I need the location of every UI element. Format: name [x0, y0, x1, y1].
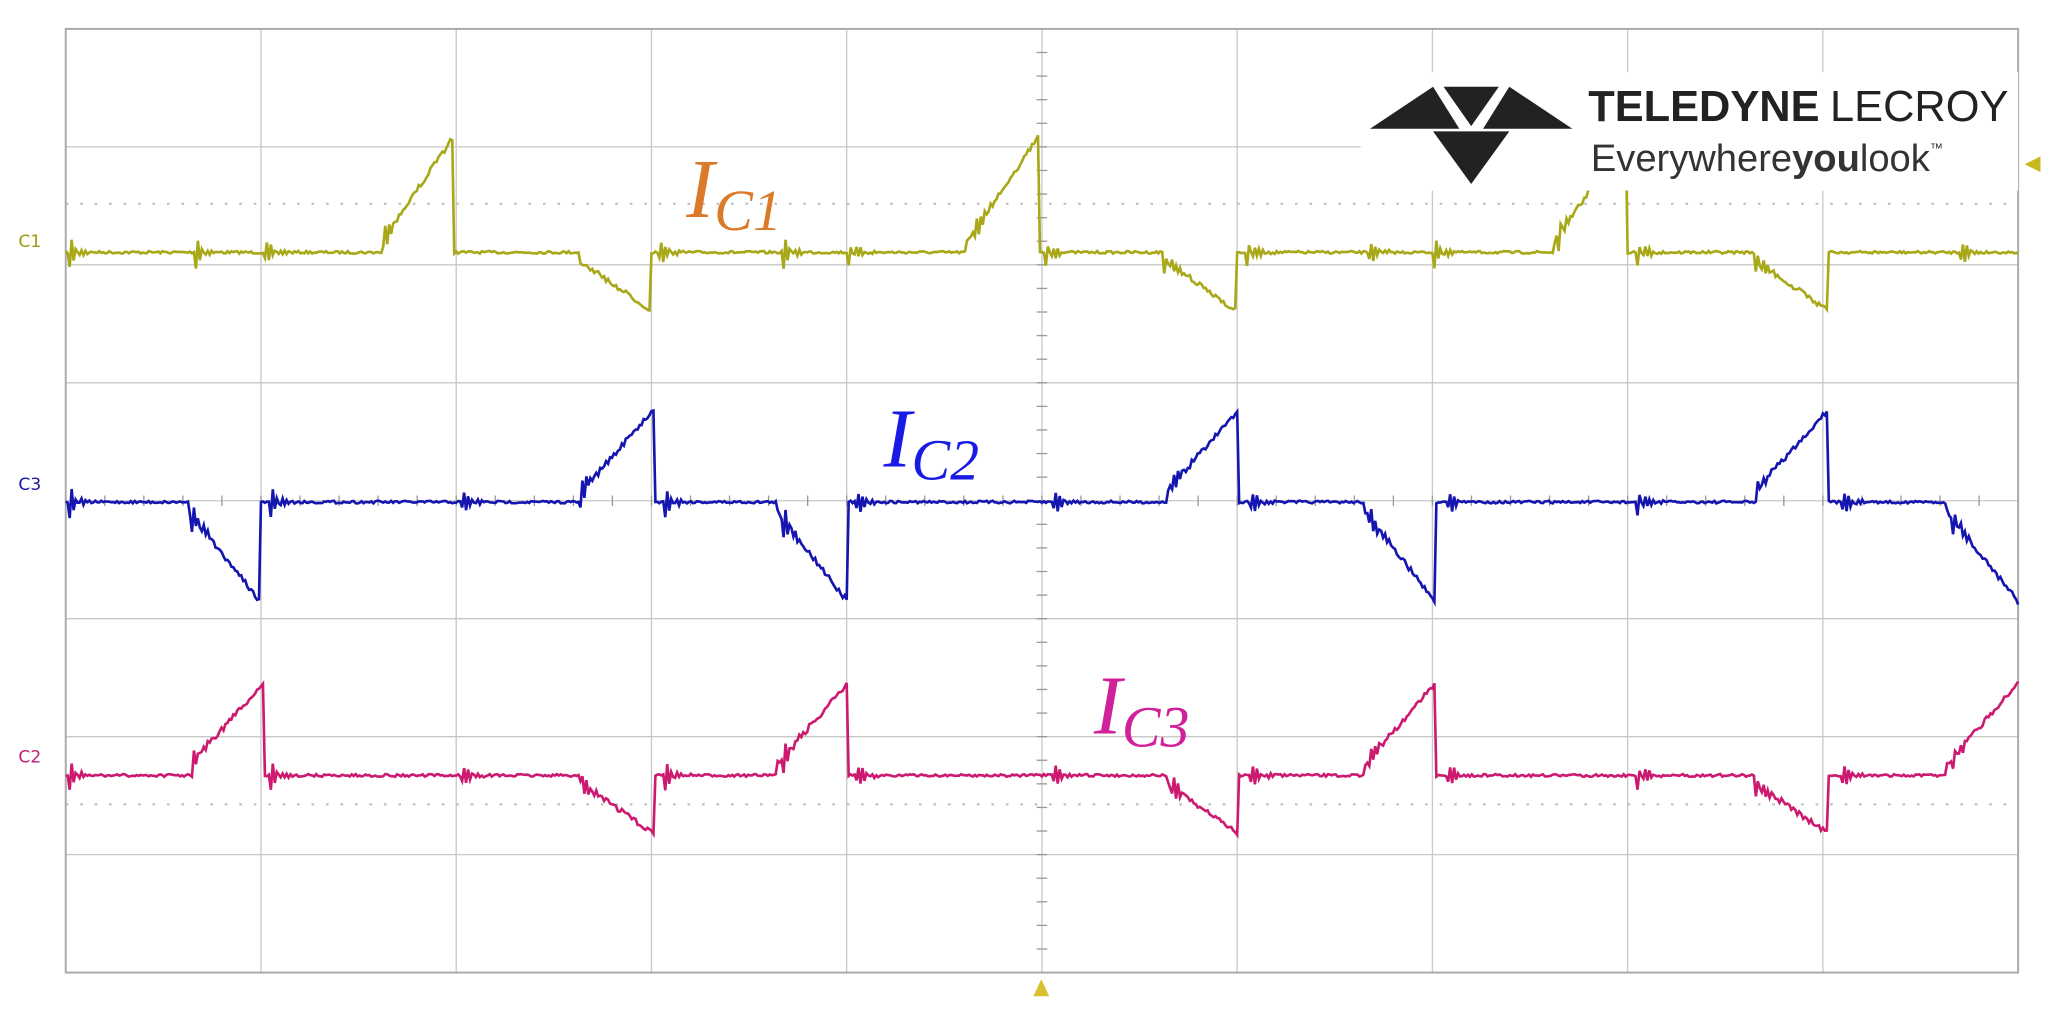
waveform: [64, 407, 2020, 607]
logo-brand: TELEDYNE LECROY: [1588, 83, 2008, 131]
traces: [64, 134, 2020, 839]
tagline-part: you: [1792, 137, 1860, 180]
channel-label: C3: [18, 475, 41, 495]
annotation-sub: C2: [912, 428, 980, 493]
waveform: [65, 680, 2020, 839]
logo-brand-bold: TELEDYNE: [1588, 83, 1819, 131]
annotation-letter: I: [1093, 659, 1126, 752]
level-marker: [2024, 156, 2041, 173]
tagline-tm: ™: [1930, 140, 1943, 155]
annotation: IC1: [685, 143, 782, 243]
trigger-marker: [1033, 979, 1050, 997]
tagline-part: look: [1860, 137, 1931, 180]
annotation-letter: I: [685, 143, 718, 236]
tagline-part: Everywhere: [1591, 137, 1792, 180]
frame: [64, 27, 2020, 974]
annotation: IC2: [883, 393, 980, 493]
annotation: IC3: [1093, 659, 1190, 759]
logo: TELEDYNE LECROY Everywhereyoulook™: [1360, 72, 2019, 191]
logo-brand-rest: LECROY: [1830, 83, 2008, 131]
waveform: [64, 134, 2019, 314]
logo-shape: [1433, 131, 1510, 184]
logo-shape: [1483, 86, 1573, 129]
annotation-letter: I: [883, 393, 916, 486]
annotation-sub: C3: [1122, 695, 1190, 760]
channel-label: C1: [18, 232, 41, 252]
logo-tagline: Everywhereyoulook™: [1591, 137, 1943, 180]
channel-label: C2: [18, 747, 41, 767]
logo-shape: [1369, 86, 1460, 129]
logo-shape: [1443, 86, 1499, 127]
annotation-sub: C1: [714, 178, 782, 243]
